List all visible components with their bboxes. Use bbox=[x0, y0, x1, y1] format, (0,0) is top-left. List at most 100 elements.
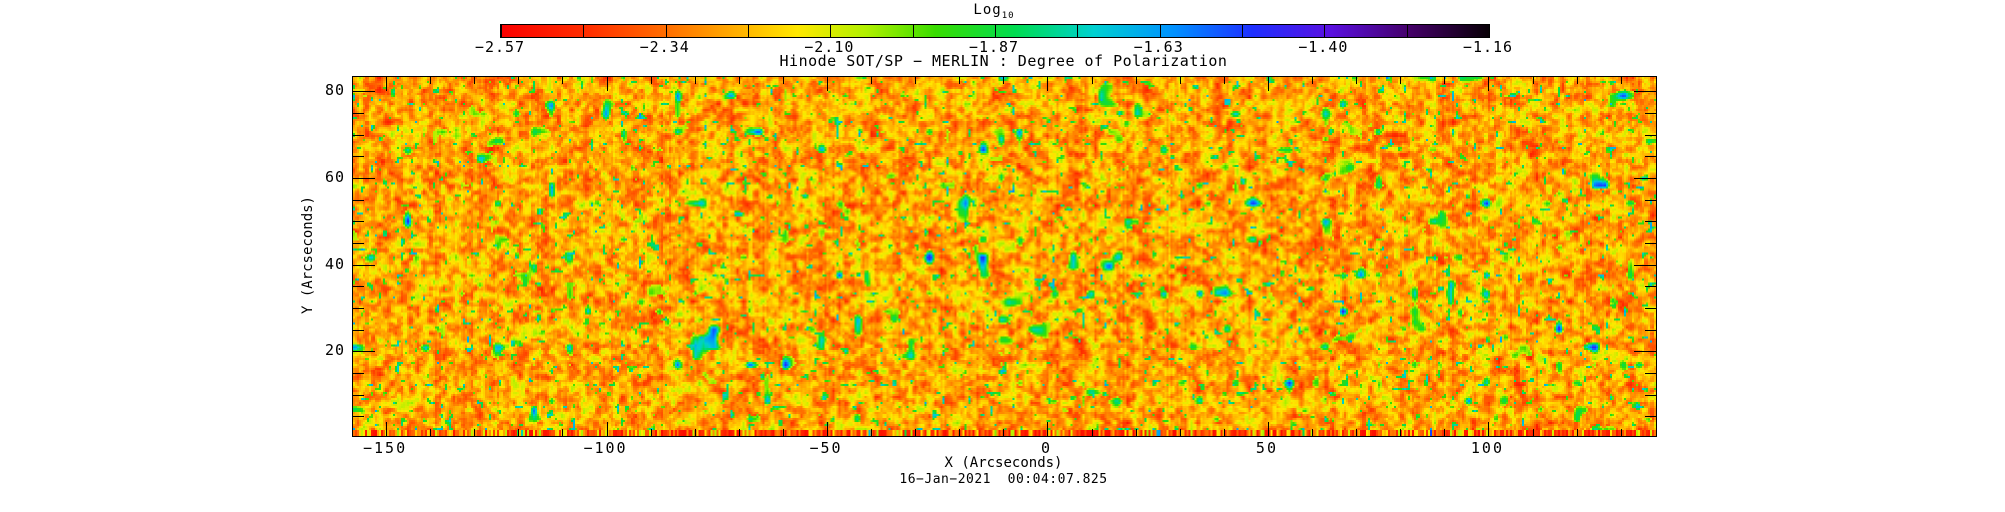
x-major-tick bbox=[386, 77, 388, 91]
colorbar-tick-label: −2.10 bbox=[804, 38, 855, 56]
x-minor-tick bbox=[694, 77, 696, 84]
colorbar-tick-label: −1.16 bbox=[1462, 38, 1514, 56]
x-minor-tick bbox=[1400, 77, 1402, 84]
x-axis-tick-label: −100 bbox=[583, 439, 628, 457]
x-minor-tick bbox=[1620, 429, 1622, 436]
colorbar-minor-tick bbox=[912, 25, 914, 37]
x-axis-tick-label: 50 bbox=[1255, 439, 1278, 457]
colorbar bbox=[500, 24, 1490, 38]
x-minor-tick bbox=[1444, 429, 1446, 436]
x-minor-tick bbox=[1532, 429, 1534, 436]
x-minor-tick bbox=[1356, 77, 1358, 84]
x-minor-tick bbox=[1179, 429, 1181, 436]
y-minor-tick bbox=[1645, 243, 1656, 245]
x-minor-tick bbox=[1400, 429, 1402, 436]
x-minor-tick bbox=[782, 77, 784, 84]
x-minor-tick bbox=[1223, 77, 1225, 84]
y-minor-tick bbox=[353, 156, 364, 158]
y-axis-title: Y (Arcseconds) bbox=[300, 196, 316, 315]
x-minor-tick bbox=[694, 429, 696, 436]
x-minor-tick bbox=[430, 77, 432, 84]
y-major-tick bbox=[1634, 91, 1656, 93]
colorbar-major-tick bbox=[830, 25, 832, 37]
y-minor-tick bbox=[353, 134, 364, 136]
y-minor-tick bbox=[1645, 308, 1656, 310]
x-minor-tick bbox=[430, 429, 432, 436]
y-minor-tick bbox=[1645, 373, 1656, 375]
x-minor-tick bbox=[650, 77, 652, 84]
x-minor-tick bbox=[782, 429, 784, 436]
colorbar-minor-tick bbox=[583, 25, 585, 37]
x-minor-tick bbox=[518, 429, 520, 436]
x-axis-tick-label: −50 bbox=[809, 439, 843, 457]
y-minor-tick bbox=[353, 373, 364, 375]
x-minor-tick bbox=[1620, 77, 1622, 84]
x-major-tick bbox=[1488, 77, 1490, 91]
x-major-tick bbox=[827, 422, 829, 436]
x-minor-tick bbox=[1003, 77, 1005, 84]
colorbar-major-tick bbox=[1324, 25, 1326, 37]
x-minor-tick bbox=[518, 77, 520, 84]
colorbar-major-tick bbox=[995, 25, 996, 37]
plot-area bbox=[352, 76, 1657, 437]
x-minor-tick bbox=[1091, 77, 1093, 84]
y-minor-tick bbox=[1645, 416, 1656, 418]
x-minor-tick bbox=[1179, 77, 1181, 84]
y-minor-tick bbox=[1645, 112, 1656, 114]
y-axis-tick-label: 40 bbox=[324, 254, 345, 273]
y-minor-tick bbox=[1645, 394, 1656, 396]
colorbar-title-subscript: 10 bbox=[1001, 10, 1015, 21]
y-major-tick bbox=[1634, 264, 1656, 266]
colorbar-major-tick bbox=[1489, 25, 1490, 37]
x-minor-tick bbox=[1223, 429, 1225, 436]
x-axis-tick-label: −150 bbox=[363, 439, 408, 457]
y-major-tick bbox=[353, 178, 375, 180]
x-major-tick bbox=[606, 422, 608, 436]
y-axis-tick-label: 20 bbox=[324, 341, 345, 360]
plot-title: Hinode SOT/SP − MERLIN : Degree of Polar… bbox=[779, 52, 1228, 70]
x-minor-tick bbox=[1576, 77, 1578, 84]
x-minor-tick bbox=[959, 77, 961, 84]
x-minor-tick bbox=[1532, 77, 1534, 84]
caption-date: 16−Jan−2021 00:04:07.825 bbox=[899, 472, 1108, 487]
x-minor-tick bbox=[1135, 429, 1137, 436]
x-minor-tick bbox=[562, 429, 564, 436]
x-minor-tick bbox=[1576, 429, 1578, 436]
y-major-tick bbox=[1634, 178, 1656, 180]
y-minor-tick bbox=[353, 416, 364, 418]
colorbar-title-main: Log bbox=[973, 2, 1002, 18]
y-axis-tick-label: 60 bbox=[324, 168, 345, 187]
x-major-tick bbox=[1047, 422, 1049, 436]
x-minor-tick bbox=[1444, 77, 1446, 84]
y-major-tick bbox=[353, 264, 375, 266]
y-minor-tick bbox=[1645, 329, 1656, 331]
x-minor-tick bbox=[562, 77, 564, 84]
colorbar-tick-label: −1.63 bbox=[1133, 38, 1184, 56]
x-minor-tick bbox=[1356, 429, 1358, 436]
colorbar-major-tick bbox=[501, 25, 502, 37]
x-minor-tick bbox=[474, 429, 476, 436]
y-minor-tick bbox=[1645, 134, 1656, 136]
y-minor-tick bbox=[353, 112, 364, 114]
y-minor-tick bbox=[353, 199, 364, 201]
x-minor-tick bbox=[871, 77, 873, 84]
colorbar-tick-label: −1.87 bbox=[968, 38, 1020, 56]
colorbar-tick-label: −1.40 bbox=[1298, 38, 1349, 56]
y-major-tick bbox=[353, 351, 375, 353]
x-minor-tick bbox=[1003, 429, 1005, 436]
y-minor-tick bbox=[353, 286, 364, 288]
colorbar-tick-label: −2.34 bbox=[639, 38, 690, 56]
x-major-tick bbox=[386, 422, 388, 436]
colorbar-title: Log10 bbox=[500, 2, 1488, 21]
x-minor-tick bbox=[650, 429, 652, 436]
x-minor-tick bbox=[915, 77, 917, 84]
x-axis-tick-label: 100 bbox=[1470, 439, 1504, 457]
x-axis-tick-label: 0 bbox=[1040, 439, 1052, 457]
x-minor-tick bbox=[474, 77, 476, 84]
y-minor-tick bbox=[353, 394, 364, 396]
y-axis-tick-label: 80 bbox=[324, 81, 345, 100]
x-minor-tick bbox=[738, 77, 740, 84]
polarization-heatmap bbox=[353, 77, 1656, 436]
y-minor-tick bbox=[353, 243, 364, 245]
colorbar-major-tick bbox=[665, 25, 667, 37]
